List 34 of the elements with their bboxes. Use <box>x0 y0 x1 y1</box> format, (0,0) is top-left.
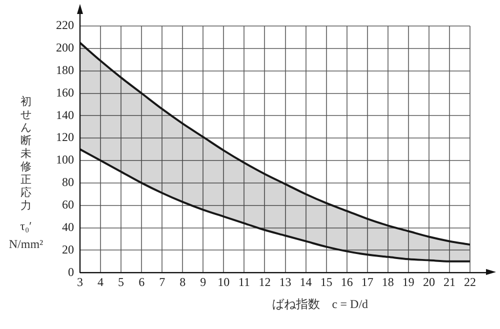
x-axis-title: ばね指数 c = D/d <box>270 296 370 313</box>
x-tick-label: 11 <box>238 274 250 289</box>
y-tick-label: 60 <box>62 198 74 212</box>
y-tick-label: 200 <box>56 40 74 55</box>
x-tick-label: 7 <box>159 274 166 289</box>
y-tick-label: 220 <box>56 18 74 32</box>
x-tick-label: 6 <box>138 274 145 289</box>
x-tick-label: 22 <box>464 274 476 289</box>
y-tick-label: 120 <box>56 130 74 144</box>
x-tick-label: 12 <box>258 274 271 289</box>
y-tick-label: 40 <box>62 220 74 234</box>
x-tick-label: 17 <box>361 274 374 289</box>
x-tick-label: 15 <box>320 274 332 289</box>
y-tick-label: 100 <box>56 152 74 167</box>
x-tick-label: 21 <box>443 274 456 289</box>
y-tick-label: 0 <box>68 264 74 279</box>
x-tick-label: 18 <box>382 274 394 289</box>
x-tick-label: 19 <box>402 274 414 289</box>
y-tick-label: 180 <box>56 62 74 77</box>
y-tick-label: 80 <box>62 175 74 190</box>
x-tick-label: 5 <box>118 274 124 289</box>
y-tick-label: 140 <box>56 108 74 122</box>
x-tick-label: 10 <box>218 274 230 289</box>
x-tick-label: 4 <box>98 274 104 289</box>
text: 初せん断未修正応力 τ₀′ N/mm² <box>8 95 44 251</box>
y-tick-label: 160 <box>56 85 74 100</box>
x-tick-label: 8 <box>180 274 186 289</box>
x-tick-label: 14 <box>300 274 312 289</box>
x-tick-label: 13 <box>279 274 292 289</box>
x-tick-label: 16 <box>340 274 353 289</box>
y-tick-label: 20 <box>62 242 74 256</box>
x-tick-label: 9 <box>200 274 206 289</box>
x-tick-label: 20 <box>422 274 435 289</box>
x-tick-label: 3 <box>77 274 83 289</box>
